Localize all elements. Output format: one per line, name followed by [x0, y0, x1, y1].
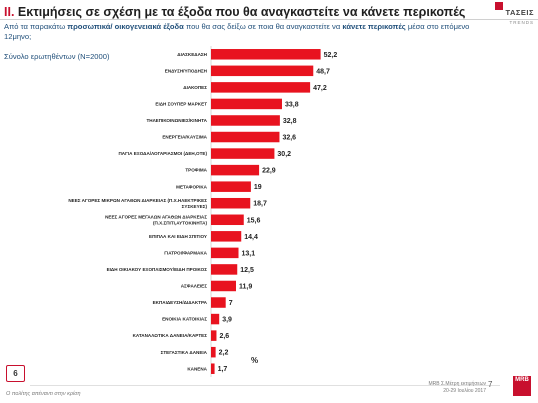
logo-name: ΤΑΣΕΙΣ: [505, 8, 534, 17]
category-label-10: ΝΕΕΣ ΑΓΟΡΕΣ ΜΙΚΡΩΝ ΑΓΑΘΩΝ ΔΙΑΡΚΕΙΑΣ (Π.Χ…: [68, 198, 207, 209]
page-number: 7: [488, 380, 493, 389]
bar-17: [211, 313, 220, 325]
value-label-5: 32,8: [283, 118, 297, 125]
value-label-7: 30,2: [277, 151, 291, 158]
value-label-10: 18,7: [253, 201, 267, 208]
category-label-13: ΓΙΑΤΡΟΙ/ΦΑΡΜΑΚΑ: [164, 250, 207, 255]
bar-3: [211, 82, 311, 93]
value-label-9: 19: [254, 184, 262, 191]
bar-15: [211, 280, 236, 292]
category-label-3: ΔΙΑΚΟΠΕΣ: [183, 85, 207, 90]
category-label-20: ΚΑΝΕΝΑ: [187, 366, 207, 371]
bar-12: [211, 231, 242, 242]
category-label-7: ΠΑΓΙΑ ΕΞΟΔΑ/ΛΟΓΑΡΙΑΣΜΟΙ (ΔΕΗ,ΟΤΕ): [118, 151, 207, 156]
category-label-4: ΕΙΔΗ ΣΟΥΠΕΡ ΜΑΡΚΕΤ: [155, 102, 207, 107]
brand-logo: ΤΑΣΕΙΣ TRENDS: [494, 2, 534, 25]
question-text: Από τα παρακάτω προσωπικά/ οικογενειακά …: [4, 22, 474, 42]
footer-note: Ο πολίτης απέναντι στην κρίση: [6, 391, 81, 397]
section-number: II.: [4, 5, 15, 19]
subtitle-highlight-2: κάνετε περικοπές: [342, 22, 406, 31]
value-label-11: 15,6: [247, 217, 261, 224]
footer-divider: [30, 385, 500, 386]
bar-20: [211, 363, 215, 374]
sample-size: Σύνολο ερωτηθέντων (N=2000): [4, 52, 110, 61]
value-label-2: 48,7: [316, 68, 330, 75]
bar-8: [211, 164, 260, 176]
value-label-16: 7: [229, 300, 233, 307]
title-text: Εκτιμήσεις σε σχέση με τα έξοδα που θα α…: [17, 5, 466, 19]
category-label-11: ΝΕΕΣ ΑΓΟΡΕΣ ΜΕΓΑΛΩΝ ΑΓΑΘΩΝ ΔΙΑΡΚΕΙΑΣ (Π.Χ…: [105, 214, 207, 225]
bar-16: [211, 297, 226, 308]
value-label-1: 52,2: [324, 52, 338, 59]
subtitle-part: που θα σας δείξω σε ποια θα αναγκαστείτε…: [183, 22, 343, 31]
category-label-14: ΕΙΔΗ ΟΙΚΙΑΚΟΥ ΕΞΟΠΛΙΣΜΟΥ/ΕΙΔΗ ΠΡΟΙΚΟΣ: [107, 267, 208, 272]
value-label-18: 2,6: [219, 333, 229, 340]
bar-9: [211, 181, 251, 192]
bar-10: [211, 197, 251, 209]
bar-1: [211, 49, 321, 60]
category-label-8: ΤΡΟΦΙΜΑ: [185, 168, 207, 173]
bar-13: [211, 247, 239, 259]
bar-6: [211, 131, 280, 143]
logo-mark-icon: [495, 2, 504, 10]
bar-2: [211, 65, 314, 77]
value-label-17: 3,9: [222, 317, 232, 324]
value-label-14: 12,5: [240, 267, 254, 274]
category-label-5: ΤΗΛΕΠΙΚΟΙΝΩΝΙΕΣ/ΚΙΝΗΤΑ: [146, 118, 207, 123]
value-label-19: 2,2: [219, 350, 229, 357]
bar-14: [211, 264, 238, 275]
category-label-19: ΣΤΕΓΑΣΤΙΚΑ ΔΑΝΕΙΑ: [161, 350, 208, 355]
mrb-logo: MRB: [513, 376, 531, 396]
value-label-3: 47,2: [313, 85, 327, 92]
category-label-1: ΔΙΑΣΚΕΔΑΣΗ: [177, 52, 207, 57]
category-label-6: ΕΝΕΡΓΕΙΑ/ΚΑΥΣΙΜΑ: [162, 135, 207, 140]
value-label-12: 14,4: [244, 234, 258, 241]
footer-source: MRB Σ.Μέτρη εκτιμήσεων 20-29 Ιουλίου 201…: [398, 381, 486, 395]
title-divider: [0, 19, 538, 20]
bar-18: [211, 330, 217, 341]
bar-5: [211, 115, 280, 126]
bar-7: [211, 148, 275, 159]
category-label-9: ΜΕΤΑΦΟΡΙΚΑ: [176, 184, 208, 189]
subtitle-part: μέσα στο επόμενο 12μηνο;: [4, 22, 470, 41]
bar-19: [211, 346, 216, 358]
section-page-box: 6: [6, 365, 25, 382]
subtitle-highlight-1: προσωπικά/ οικογενειακά έξοδα: [67, 22, 184, 31]
category-label-17: ΕΝΟΙΚΙΑ ΚΑΤΟΙΚΙΑΣ: [162, 317, 207, 322]
footer-source-line-1: MRB Σ.Μέτρη εκτιμήσεων: [428, 381, 486, 387]
value-label-20: 1,7: [218, 366, 228, 373]
value-label-8: 22,9: [262, 168, 276, 175]
category-label-12: ΕΠΙΠΛΑ ΚΑΙ ΕΙΔΗ ΣΠΙΤΙΟΥ: [149, 234, 207, 239]
footer-source-line-2: 20-29 Ιουλίου 2017: [443, 388, 486, 394]
bar-11: [211, 214, 244, 226]
logo-tag: TRENDS: [509, 20, 534, 25]
category-label-16: ΕΚΠΑΙΔΕΥΣΗ/ΔΙΔΑΚΤΡΑ: [153, 300, 208, 305]
subtitle-part: Από τα παρακάτω: [4, 22, 68, 31]
category-label-2: ΕΝΔΥΣΗ/ΥΠΟΔΗΣΗ: [165, 68, 208, 73]
bar-4: [211, 98, 282, 110]
value-label-4: 33,8: [285, 101, 299, 108]
page-title: II. Εκτιμήσεις σε σχέση με τα έξοδα που …: [4, 5, 474, 19]
value-label-6: 32,6: [282, 135, 296, 142]
value-label-15: 11,9: [239, 283, 252, 290]
category-label-15: ΑΣΦΑΛΕΙΕΣ: [181, 284, 208, 289]
value-label-13: 13,1: [242, 250, 256, 257]
unit-label: %: [251, 356, 258, 365]
category-label-18: ΚΑΤΑΝΑΛΩΤΙΚΑ ΔΑΝΕΙΑ/ΚΑΡΤΕΣ: [133, 333, 208, 338]
